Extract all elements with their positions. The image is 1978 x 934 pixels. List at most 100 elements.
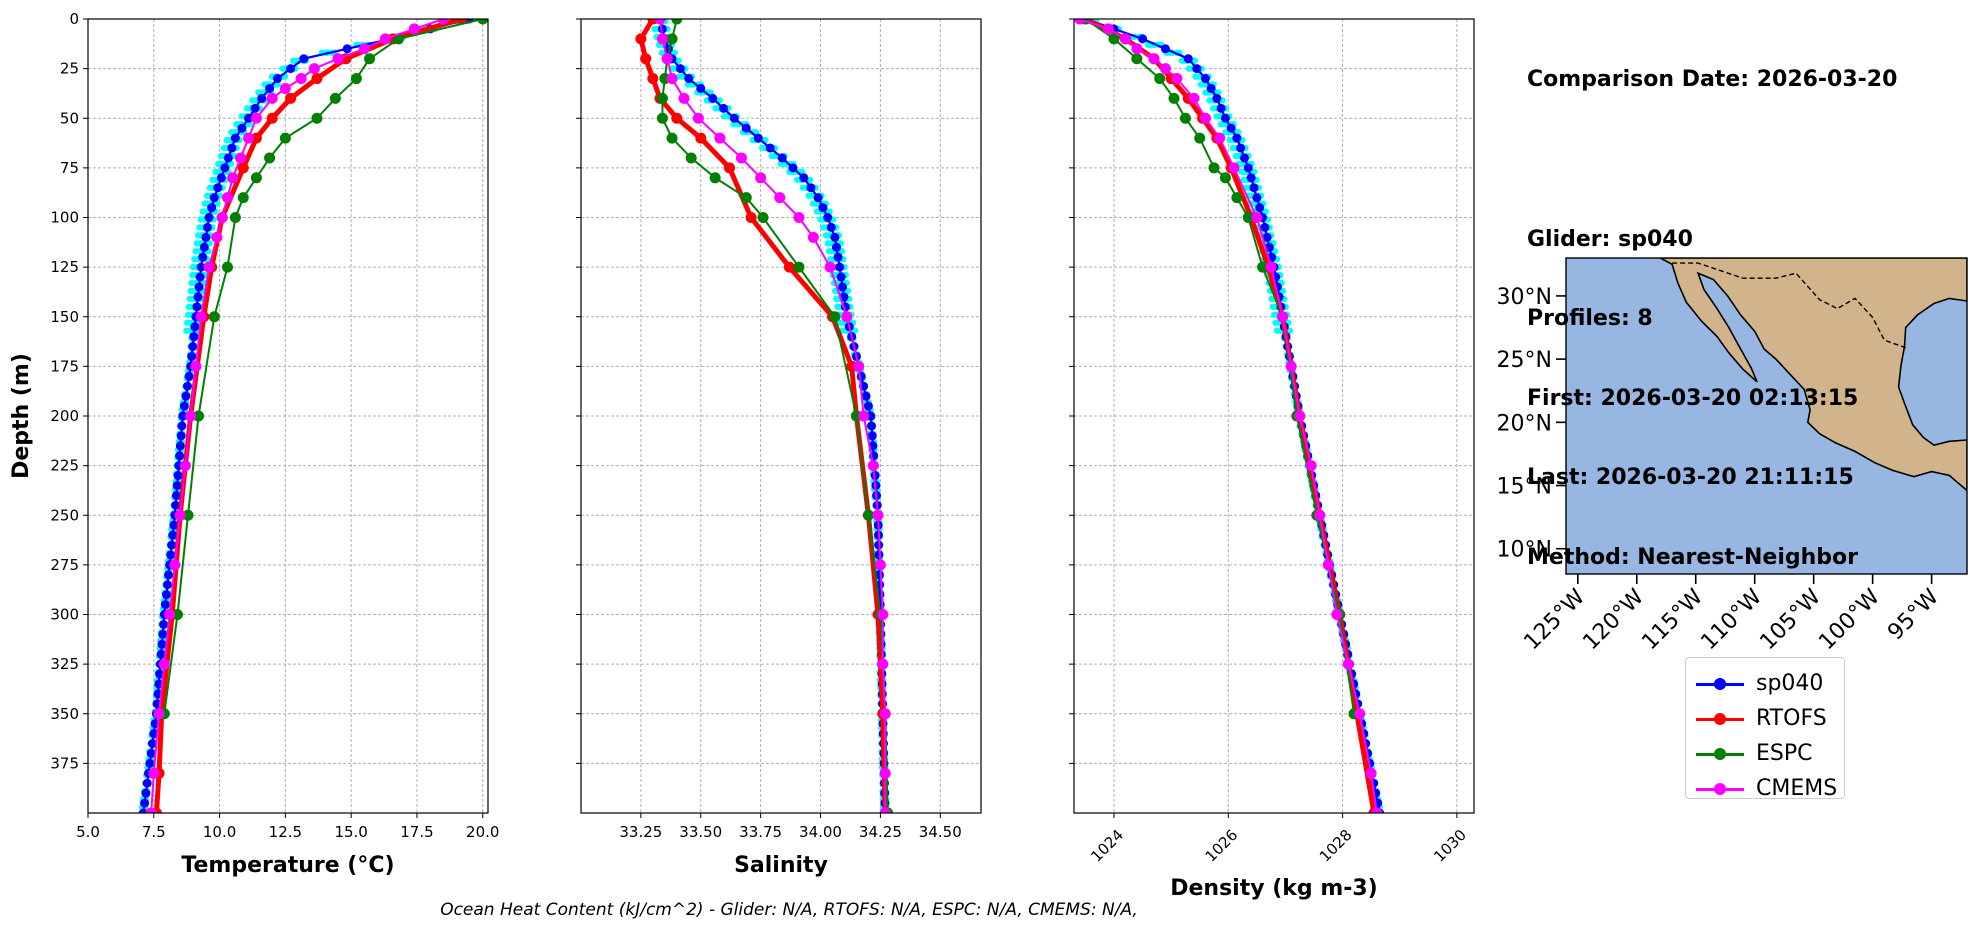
point-cmems [1159,63,1171,75]
point-sp040 [201,232,211,242]
lat-tick-label: 15°N [1497,475,1552,500]
x-tick-label: 10.0 [203,823,236,841]
point-espc [237,192,249,204]
point-espc [666,132,678,144]
y-axis-label: Depth (m) [9,353,34,479]
point-sp040 [168,530,178,540]
point-cmems [714,132,726,144]
point-cmems [879,708,891,720]
point-sp040 [171,490,181,500]
lat-tick-label: 10°N [1497,538,1552,563]
point-sp040 [765,143,775,153]
point-sp040 [155,669,165,679]
point-sp040 [1226,123,1236,133]
point-cmems [1171,73,1183,85]
point-sp040 [194,282,204,292]
point-cmems [145,807,157,813]
point-sp040 [1206,83,1216,93]
point-sp040 [181,391,191,401]
point-sp040 [1212,93,1222,103]
point-cmems [235,152,247,164]
y-tick-label: 175 [50,357,79,375]
y-tick-label: 25 [60,60,79,78]
point-espc [1231,192,1243,204]
point-espc [171,609,183,620]
x-tick-label: 5.0 [76,823,100,841]
point-espc [311,112,323,124]
point-cmems [243,132,255,144]
point-sp040 [741,123,751,133]
point-sp040 [1262,232,1272,242]
glider-point [838,248,846,255]
point-cmems [179,460,191,472]
point-cmems [308,63,320,75]
x-axis-label: Temperature (°C) [181,853,394,878]
point-cmems [1251,212,1263,223]
axes-frame [87,18,489,814]
point-cmems [872,509,884,521]
point-cmems [1331,609,1343,620]
point-sp040 [867,431,877,441]
point-sp040 [198,252,208,262]
ocean-heat-content: Ocean Heat Content (kJ/cm^2) - Glider: N… [440,900,1138,920]
point-espc [709,172,721,184]
glider-point [274,81,281,88]
point-sp040 [1200,74,1210,84]
point-sp040 [187,351,197,361]
point-sp040 [147,739,157,749]
point-espc [250,172,262,184]
point-espc [793,261,805,273]
legend-marker-rtofs [1714,712,1726,725]
point-espc [862,509,874,521]
point-sp040 [1252,193,1262,203]
point-rtofs [783,261,795,273]
point-sp040 [193,292,203,302]
point-sp040 [171,500,181,510]
point-cmems [185,410,197,422]
point-cmems [279,82,291,94]
y-tick-label: 100 [50,209,79,227]
point-cmems [807,231,819,243]
point-cmems [408,23,420,35]
point-cmems [1314,509,1326,521]
point-espc [671,19,683,25]
point-cmems [654,19,666,25]
point-cmems [332,53,344,65]
point-espc [279,132,291,144]
y-tick-label: 350 [50,705,79,723]
point-sp040 [199,242,209,252]
glider-point [1279,287,1287,295]
point-sp040 [146,748,156,758]
point-rtofs [285,92,297,104]
point-cmems [169,559,181,571]
point-sp040 [1138,34,1148,44]
point-espc [1108,33,1120,45]
point-sp040 [257,93,267,103]
point-sp040 [833,252,843,262]
point-rtofs [237,162,249,174]
point-rtofs [635,33,647,45]
point-cmems [266,92,278,104]
point-sp040 [202,222,212,232]
point-espc [656,112,668,124]
point-sp040 [138,808,148,813]
series-group [635,19,894,813]
point-sp040 [158,629,168,639]
x-tick-label: 20.0 [466,823,499,841]
point-sp040 [1246,173,1256,183]
last-time: Last: 2026-03-20 21:11:15 [1527,465,1854,490]
legend-marker-cmems [1714,782,1726,795]
point-sp040 [216,173,226,183]
point-espc [685,152,697,164]
point-cmems [1102,23,1114,35]
x-tick-label: 17.5 [400,823,433,841]
point-sp040 [213,183,223,193]
point-sp040 [195,272,205,282]
country-border [1672,262,1906,349]
point-sp040 [161,590,171,600]
point-sp040 [178,411,188,421]
point-cmems [853,360,865,372]
point-sp040 [813,193,823,203]
point-sp040 [1249,183,1259,193]
point-sp040 [227,143,237,153]
